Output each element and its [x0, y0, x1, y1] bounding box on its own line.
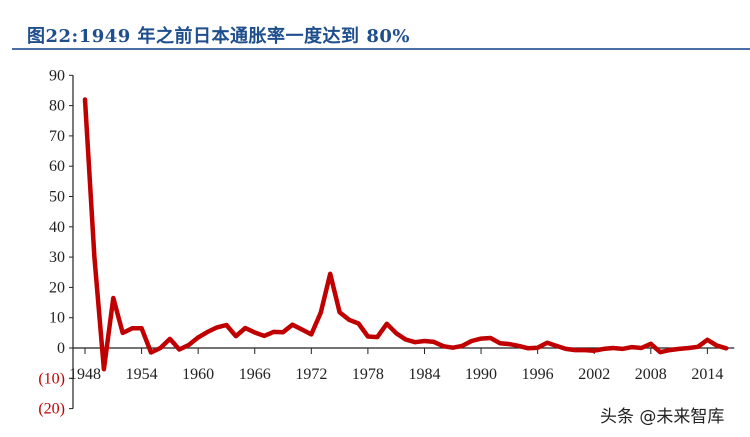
y-tick-label: 10	[49, 310, 65, 327]
y-tick-label: 90	[49, 67, 65, 84]
y-tick-label: 50	[49, 189, 65, 206]
chart-title: 图22:1949 年之前日本通胀率一度达到 80%	[27, 26, 410, 47]
x-tick-label: 1990	[465, 366, 497, 383]
x-tick-label: 1978	[352, 366, 384, 383]
inflation-series-line	[82, 97, 729, 372]
x-tick-label: 1954	[126, 366, 158, 383]
x-tick-label: 2008	[635, 366, 667, 383]
x-tick-label: 1948	[69, 366, 101, 383]
x-tick-label: 1960	[182, 366, 214, 383]
y-tick-label: 40	[49, 219, 65, 236]
x-tick-label: 1972	[295, 366, 327, 383]
y-tick-label: 80	[49, 98, 65, 115]
y-tick-label: (20)	[38, 401, 65, 418]
x-tick-label: 2002	[578, 366, 610, 383]
y-tick-label: (10)	[38, 370, 65, 387]
y-tick-label: 70	[49, 128, 65, 145]
y-tick-label: 30	[49, 249, 65, 266]
watermark: 头条 @未来智库	[600, 407, 725, 427]
y-tick-label: 60	[49, 158, 65, 175]
y-tick-label: 0	[57, 340, 65, 357]
x-tick-label: 1984	[408, 366, 440, 383]
title-underline	[12, 48, 750, 50]
x-tick-label: 1966	[239, 366, 271, 383]
x-tick-label: 1996	[522, 366, 554, 383]
x-tick-label: 2014	[691, 366, 723, 383]
y-tick-label: 20	[49, 279, 65, 296]
